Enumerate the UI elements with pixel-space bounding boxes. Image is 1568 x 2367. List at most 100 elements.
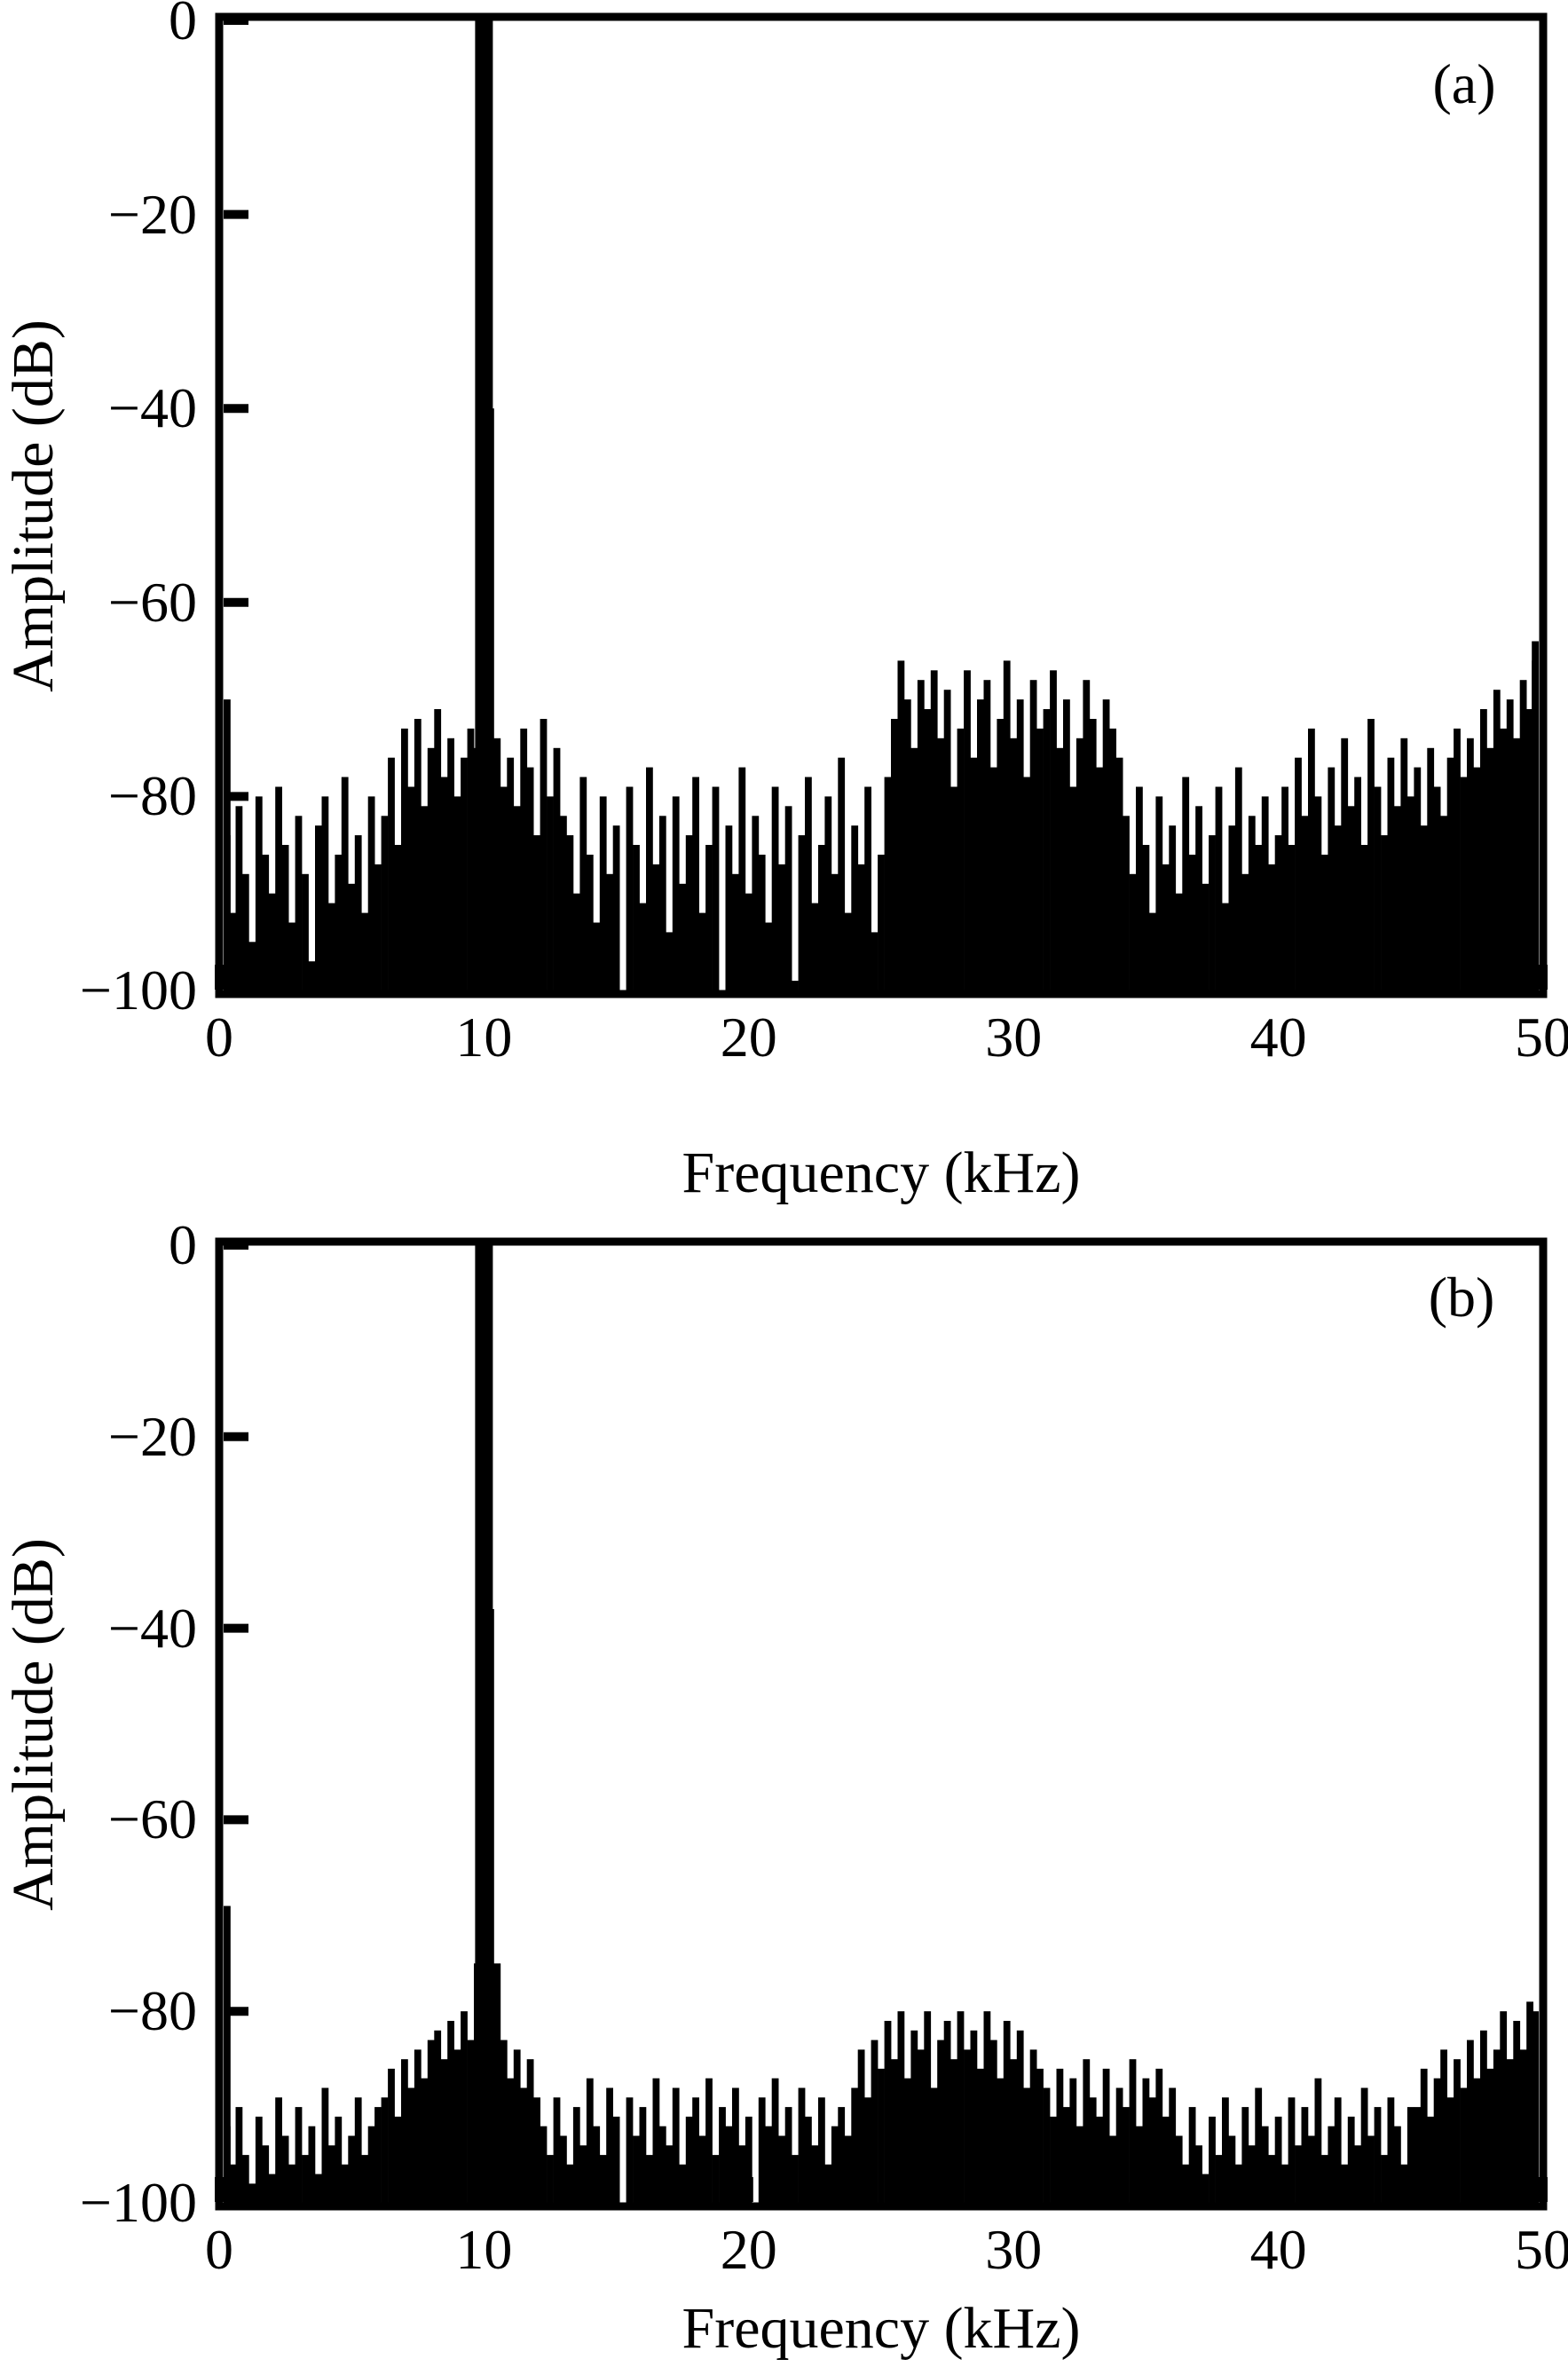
spectrum-bar bbox=[1446, 2097, 1454, 2206]
spectrum-bar bbox=[566, 835, 574, 994]
spectrum-bar bbox=[977, 699, 984, 994]
spectrum-bar bbox=[1076, 2126, 1083, 2206]
y-tick-label-a: −40 bbox=[107, 376, 197, 440]
spectrum-bar bbox=[572, 2107, 580, 2206]
spectrum-bar bbox=[229, 912, 236, 994]
spectrum-bar bbox=[335, 2116, 343, 2206]
spectrum-bar bbox=[421, 806, 429, 994]
spectrum-bar bbox=[1301, 816, 1309, 994]
spectrum-bar bbox=[1063, 699, 1070, 994]
spectrum-bar bbox=[1209, 835, 1216, 994]
spectrum-bar bbox=[434, 2030, 442, 2206]
x-axis-label-b: Frequency (kHz) bbox=[682, 2296, 1081, 2361]
spectrum-bar bbox=[1295, 757, 1302, 994]
spectrum-bar bbox=[421, 2078, 429, 2206]
spectrum-bar bbox=[897, 660, 905, 994]
spectrum-bar bbox=[1255, 2087, 1263, 2206]
spectrum-bar bbox=[989, 767, 997, 994]
spectrum-bar bbox=[1050, 2116, 1057, 2206]
spectrum-bar bbox=[1480, 709, 1487, 994]
spectrum-bar bbox=[1129, 873, 1137, 994]
spectrum-bar bbox=[983, 680, 991, 994]
y-tick-label-a: −80 bbox=[107, 764, 197, 828]
spectrum-bar bbox=[997, 719, 1005, 994]
spectrum-bar bbox=[698, 912, 706, 994]
spectrum-bar bbox=[407, 786, 415, 994]
spectrum-bar bbox=[831, 2126, 839, 2206]
spectrum-bar bbox=[924, 2011, 932, 2206]
spectrum-bar bbox=[831, 873, 839, 994]
spectrum-bar bbox=[1314, 796, 1322, 994]
spectrum-bar bbox=[500, 2040, 508, 2206]
spectrum-bar bbox=[1367, 719, 1375, 994]
spectrum-bar bbox=[579, 2145, 587, 2206]
spectrum-bar bbox=[1467, 738, 1474, 994]
spectrum-bar bbox=[997, 2078, 1005, 2206]
spectrum-bar bbox=[1314, 2078, 1322, 2206]
spectrum-bar bbox=[1387, 757, 1395, 994]
spectrum-bar bbox=[1381, 2155, 1388, 2206]
spectrum-bar bbox=[1129, 2059, 1137, 2206]
spectrum-bar bbox=[288, 922, 295, 994]
x-tick-label-b: 10 bbox=[455, 2218, 513, 2281]
spectrum-bar bbox=[315, 2174, 322, 2206]
spectrum-bar bbox=[1414, 767, 1422, 994]
spectrum-bar bbox=[493, 1963, 501, 2207]
spectrum-bar bbox=[262, 2145, 270, 2206]
spectrum-bar bbox=[374, 864, 382, 994]
spectrum-bar bbox=[824, 796, 832, 994]
spectrum-bar bbox=[295, 816, 303, 994]
spectrum-bar bbox=[407, 2087, 415, 2206]
spectrum-bar bbox=[838, 757, 846, 994]
spectrum-bar bbox=[864, 2097, 871, 2206]
spectrum-bar bbox=[1089, 2097, 1097, 2206]
y-tick-label-b: −80 bbox=[107, 1979, 197, 2043]
spectrum-bar bbox=[467, 728, 475, 994]
spectrum-bar bbox=[712, 786, 720, 994]
spectrum-bar bbox=[765, 2126, 773, 2206]
spectrum-bar bbox=[1195, 806, 1202, 994]
spectrum-bar bbox=[1500, 728, 1508, 994]
spectrum-bar bbox=[1519, 2049, 1527, 2206]
spectrum-bar bbox=[440, 777, 448, 994]
spectrum-bar bbox=[1440, 816, 1447, 994]
spectrum-bar bbox=[593, 922, 601, 994]
spectrum-bar bbox=[1255, 845, 1263, 994]
spectrum-bar bbox=[1016, 2030, 1024, 2206]
spectrum-bar bbox=[1460, 777, 1468, 994]
spectrum-bar bbox=[1394, 2126, 1401, 2206]
spectrum-bar bbox=[864, 786, 871, 994]
spectrum-bar bbox=[719, 2107, 726, 2206]
spectrum-bar bbox=[871, 2040, 879, 2206]
spectrum-bar bbox=[1486, 747, 1494, 995]
spectrum-bar bbox=[533, 2097, 540, 2206]
spectrum-bar bbox=[758, 2097, 766, 2206]
spectrum-bar bbox=[593, 2126, 601, 2206]
spectrum-bar bbox=[1188, 2107, 1196, 2206]
spectrum-bar bbox=[1446, 757, 1454, 994]
spectrum-bar bbox=[957, 728, 965, 994]
spectrum-bar bbox=[255, 2116, 263, 2206]
spectrum-bar bbox=[1288, 845, 1296, 994]
spectrum-bar bbox=[1109, 728, 1116, 994]
spectrum-bar bbox=[1023, 2087, 1030, 2206]
spectrum-bar bbox=[414, 719, 422, 994]
spectrum-bar bbox=[453, 796, 461, 994]
spectrum-bar bbox=[897, 2011, 905, 2206]
spectrum-bar bbox=[1096, 2116, 1104, 2206]
spectrum-bar bbox=[354, 2097, 362, 2206]
spectrum-bar bbox=[388, 757, 395, 994]
spectrum-bar bbox=[235, 806, 243, 994]
spectrum-bar bbox=[964, 2049, 971, 2206]
spectrum-bar bbox=[1320, 2155, 1328, 2206]
spectrum-bar bbox=[924, 709, 932, 994]
spectrum-bar bbox=[1354, 2145, 1361, 2206]
spectrum-bar bbox=[1142, 2078, 1150, 2206]
spectrum-bar bbox=[1394, 806, 1401, 994]
spectrum-bar bbox=[838, 2107, 846, 2206]
x-tick-label-a: 0 bbox=[205, 1006, 233, 1069]
spectrum-bar bbox=[1016, 699, 1024, 994]
spectrum-bar bbox=[1036, 728, 1044, 994]
spectrum-bar bbox=[348, 2135, 356, 2206]
spectrum-bar bbox=[1406, 796, 1414, 994]
